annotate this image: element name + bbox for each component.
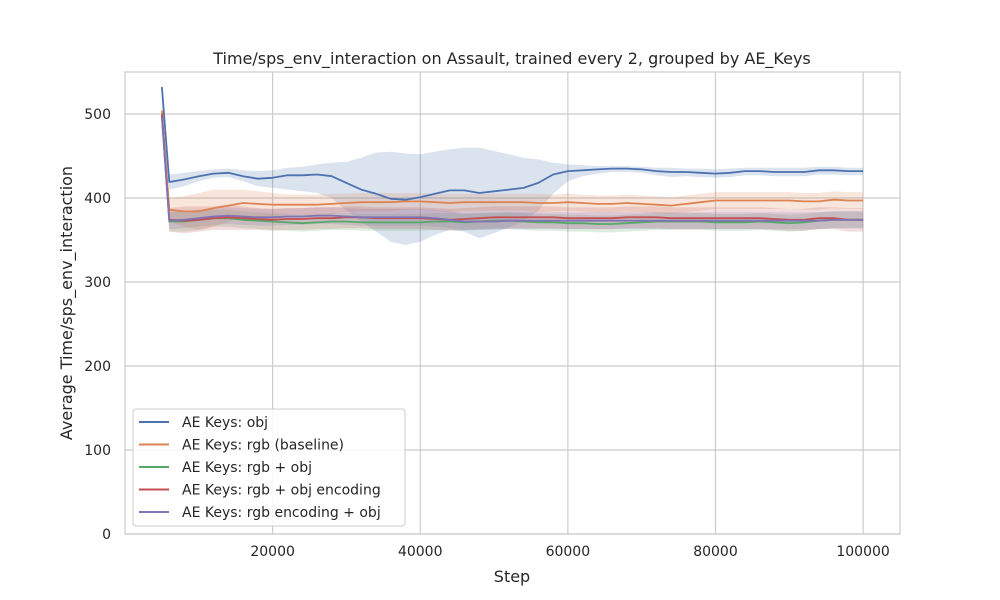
- tick-labels: 20000 40000 60000 80000 100000 0 100 200 300 400 5…: [84, 107, 890, 560]
- y-tick-label: 500: [84, 107, 111, 123]
- y-tick-label: 200: [84, 359, 111, 375]
- plot-frame: [124, 71, 901, 535]
- x-axis-label: Step: [494, 567, 530, 586]
- legend-label-3: AE Keys: rgb + obj encoding: [182, 483, 381, 499]
- y-tick-label: 300: [84, 275, 111, 291]
- series-line-4: [161, 117, 864, 223]
- series-line-1: [161, 110, 864, 213]
- x-tick-label: 60000: [546, 544, 591, 560]
- y-tick-label: 400: [84, 191, 111, 207]
- y-tick-label: 0: [102, 527, 111, 543]
- x-tick-label: 100000: [836, 544, 889, 560]
- legend-label-1: AE Keys: rgb (baseline): [182, 438, 344, 454]
- series-lines: [161, 87, 864, 225]
- chart-title: Time/sps_env_interaction on Assault, tra…: [212, 49, 811, 69]
- series-line-3: [161, 113, 864, 222]
- y-tick-label: 100: [84, 443, 111, 459]
- x-tick-label: 80000: [693, 544, 738, 560]
- legend-label-2: AE Keys: rgb + obj: [182, 460, 312, 476]
- confidence-band-0: [161, 80, 864, 246]
- x-tick-label: 20000: [250, 544, 295, 560]
- confidence-band-1: [161, 103, 864, 230]
- series-line-0: [161, 87, 864, 201]
- legend: AE Keys: obj AE Keys: rgb (baseline) AE Ke…: [132, 408, 406, 527]
- y-axis-label: Average Time/sps_env_interaction: [57, 166, 77, 440]
- legend-label-0: AE Keys: obj: [182, 415, 268, 431]
- legend-box: [132, 408, 406, 527]
- legend-label-4: AE Keys: rgb encoding + obj: [182, 505, 381, 521]
- x-tick-label: 40000: [398, 544, 443, 560]
